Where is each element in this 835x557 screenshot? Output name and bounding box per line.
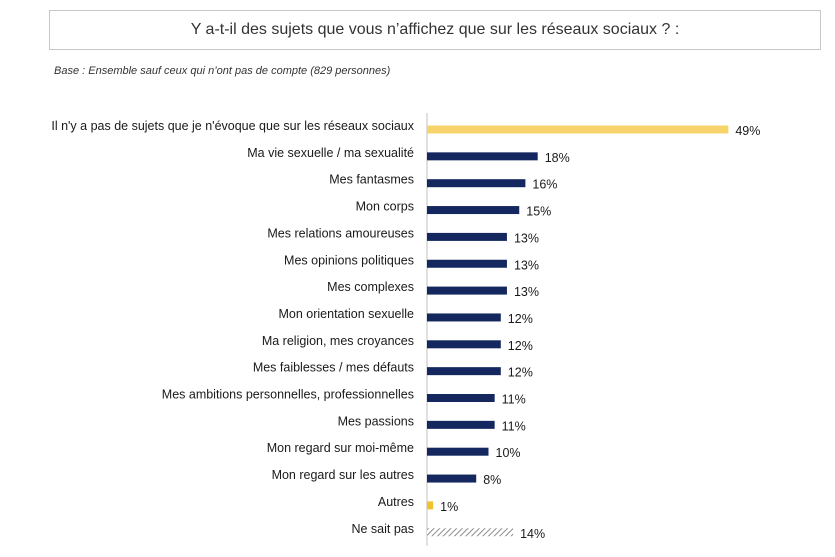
category-label: Ne sait pas	[351, 522, 414, 536]
value-label: 12%	[508, 366, 533, 380]
value-label: 12%	[508, 339, 533, 353]
value-label: 11%	[502, 419, 526, 433]
value-label: 1%	[440, 500, 458, 514]
category-label: Mes opinions politiques	[284, 253, 414, 267]
category-label: Mes complexes	[327, 280, 414, 294]
bar	[427, 528, 514, 537]
category-label: Mes relations amoureuses	[267, 226, 414, 240]
value-label: 15%	[526, 205, 551, 219]
bar	[427, 232, 507, 241]
bar	[427, 179, 526, 188]
category-label: Mes ambitions personnelles, professionne…	[162, 388, 414, 402]
bar	[427, 420, 495, 429]
bar	[427, 206, 520, 215]
bar	[427, 474, 477, 483]
bar	[427, 286, 507, 295]
value-label: 11%	[502, 393, 526, 407]
bar	[427, 125, 729, 134]
bar	[427, 447, 489, 456]
bar	[427, 313, 501, 322]
base-note: Base : Ensemble sauf ceux qui n’ont pas …	[54, 65, 391, 77]
category-label: Il n'y a pas de sujets que je n'évoque q…	[51, 119, 414, 133]
value-label: 13%	[514, 258, 539, 272]
category-label: Ma religion, mes croyances	[262, 334, 414, 348]
category-label: Mon orientation sexuelle	[279, 307, 415, 321]
category-label: Autres	[378, 495, 414, 509]
value-label: 14%	[520, 527, 545, 541]
category-label: Ma vie sexuelle / ma sexualité	[247, 146, 414, 160]
bar	[427, 394, 495, 402]
category-label: Mes faiblesses / mes défauts	[253, 361, 414, 375]
chart-title: Y a-t-il des sujets que vous n’affichez …	[49, 10, 821, 50]
bar	[427, 152, 538, 161]
value-label: 10%	[496, 446, 521, 460]
category-label: Mes passions	[338, 414, 414, 428]
bar	[427, 259, 507, 268]
value-label: 13%	[514, 231, 539, 245]
value-label: 8%	[483, 473, 501, 487]
category-label: Mes fantasmes	[329, 173, 414, 187]
value-label: 18%	[545, 151, 570, 165]
category-label: Mon corps	[356, 200, 414, 214]
bar	[427, 340, 501, 349]
category-label: Mon regard sur les autres	[272, 468, 414, 482]
value-label: 13%	[514, 285, 539, 299]
category-label: Mon regard sur moi-même	[267, 441, 414, 455]
bar	[427, 501, 434, 510]
value-label: 16%	[532, 178, 557, 192]
value-label: 49%	[735, 124, 760, 138]
bar	[427, 367, 501, 376]
value-label: 12%	[508, 312, 533, 326]
